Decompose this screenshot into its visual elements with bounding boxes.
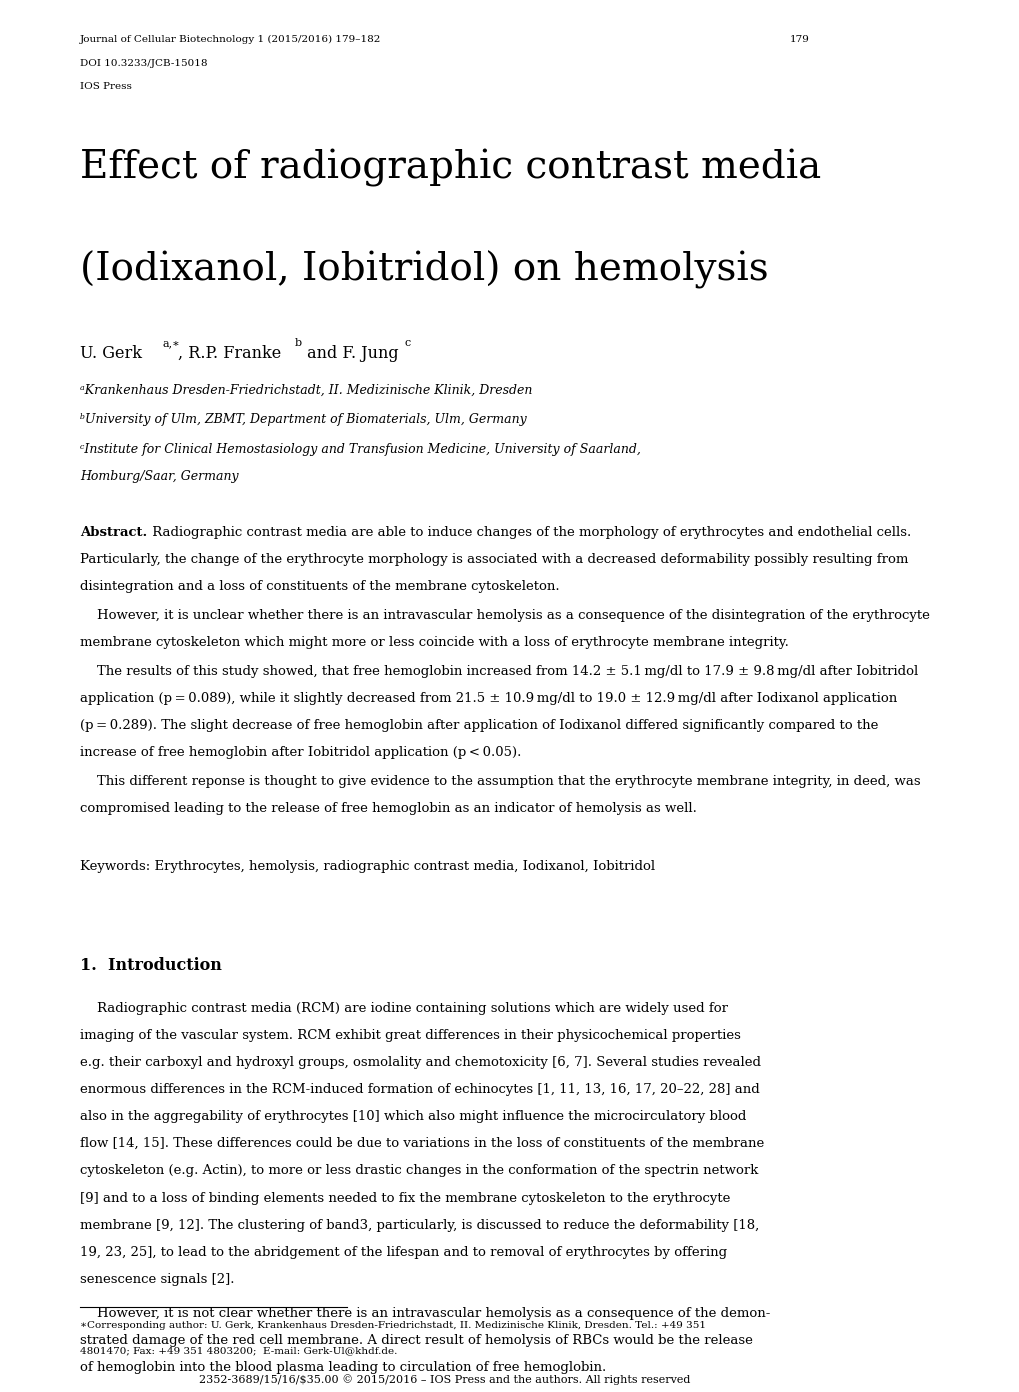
Text: cytoskeleton (e.g. Actin), to more or less drastic changes in the conformation o: cytoskeleton (e.g. Actin), to more or le…: [79, 1164, 758, 1178]
Text: Effect of radiographic contrast media: Effect of radiographic contrast media: [79, 149, 820, 187]
Text: of hemoglobin into the blood plasma leading to circulation of free hemoglobin.: of hemoglobin into the blood plasma lead…: [79, 1361, 605, 1374]
Text: (p = 0.289). The slight decrease of free hemoglobin after application of Iodixan: (p = 0.289). The slight decrease of free…: [79, 718, 877, 732]
Text: membrane [9, 12]. The clustering of band3, particularly, is discussed to reduce : membrane [9, 12]. The clustering of band…: [79, 1219, 758, 1232]
Text: disintegration and a loss of constituents of the membrane cytoskeleton.: disintegration and a loss of constituent…: [79, 580, 559, 593]
Text: However, it is not clear whether there is an intravascular hemolysis as a conseq: However, it is not clear whether there i…: [79, 1307, 769, 1320]
Text: and F. Jung: and F. Jung: [302, 345, 398, 362]
Text: compromised leading to the release of free hemoglobin as an indicator of hemolys: compromised leading to the release of fr…: [79, 802, 696, 814]
Text: b: b: [294, 338, 302, 348]
Text: flow [14, 15]. These differences could be due to variations in the loss of const: flow [14, 15]. These differences could b…: [79, 1137, 763, 1150]
Text: ᶜInstitute for Clinical Hemostasiology and Transfusion Medicine, University of S: ᶜInstitute for Clinical Hemostasiology a…: [79, 443, 640, 455]
Text: enormous differences in the RCM-induced formation of echinocytes [1, 11, 13, 16,: enormous differences in the RCM-induced …: [79, 1083, 759, 1096]
Text: Radiographic contrast media (RCM) are iodine containing solutions which are wide: Radiographic contrast media (RCM) are io…: [79, 1002, 728, 1015]
Text: (Iodixanol, Iobitridol) on hemolysis: (Iodixanol, Iobitridol) on hemolysis: [79, 251, 768, 290]
Text: 1.  Introduction: 1. Introduction: [79, 958, 222, 974]
Text: senescence signals [2].: senescence signals [2].: [79, 1272, 234, 1286]
Text: 4801470; Fax: +49 351 4803200;  E-mail: Gerk-Ul@khdf.de.: 4801470; Fax: +49 351 4803200; E-mail: G…: [79, 1347, 397, 1356]
Text: [9] and to a loss of binding elements needed to fix the membrane cytoskeleton to: [9] and to a loss of binding elements ne…: [79, 1192, 730, 1204]
Text: strated damage of the red cell membrane. A direct result of hemolysis of RBCs wo: strated damage of the red cell membrane.…: [79, 1334, 752, 1347]
Text: also in the aggregability of erythrocytes [10] which also might influence the mi: also in the aggregability of erythrocyte…: [79, 1111, 746, 1123]
Text: application (p = 0.089), while it slightly decreased from 21.5 ± 10.9 mg/dl to 1: application (p = 0.089), while it slight…: [79, 692, 897, 704]
Text: e.g. their carboxyl and hydroxyl groups, osmolality and chemotoxicity [6, 7]. Se: e.g. their carboxyl and hydroxyl groups,…: [79, 1057, 760, 1069]
Text: 179: 179: [789, 35, 809, 43]
Text: Abstract.: Abstract.: [79, 526, 147, 539]
Text: , R.P. Franke: , R.P. Franke: [177, 345, 281, 362]
Text: imaging of the vascular system. RCM exhibit great differences in their physicoch: imaging of the vascular system. RCM exhi…: [79, 1029, 740, 1041]
Text: 2352-3689/15/16/$35.00 © 2015/2016 – IOS Press and the authors. All rights reser: 2352-3689/15/16/$35.00 © 2015/2016 – IOS…: [199, 1374, 690, 1385]
Text: This different reponse is thought to give evidence to the assumption that the er: This different reponse is thought to giv…: [79, 774, 920, 788]
Text: However, it is unclear whether there is an intravascular hemolysis as a conseque: However, it is unclear whether there is …: [79, 610, 929, 622]
Text: DOI 10.3233/JCB-15018: DOI 10.3233/JCB-15018: [79, 60, 207, 68]
Text: a,∗: a,∗: [163, 338, 180, 348]
Text: increase of free hemoglobin after Iobitridol application (p < 0.05).: increase of free hemoglobin after Iobitr…: [79, 746, 521, 759]
Text: ∗Corresponding author: U. Gerk, Krankenhaus Dresden-Friedrichstadt, II. Medizini: ∗Corresponding author: U. Gerk, Krankenh…: [79, 1321, 705, 1329]
Text: c: c: [405, 338, 411, 348]
Text: ᵇUniversity of Ulm, ZBMT, Department of Biomaterials, Ulm, Germany: ᵇUniversity of Ulm, ZBMT, Department of …: [79, 413, 526, 426]
Text: 19, 23, 25], to lead to the abridgement of the lifespan and to removal of erythr: 19, 23, 25], to lead to the abridgement …: [79, 1246, 727, 1258]
Text: ᵃKrankenhaus Dresden-Friedrichstadt, II. Medizinische Klinik, Dresden: ᵃKrankenhaus Dresden-Friedrichstadt, II.…: [79, 384, 532, 397]
Text: IOS Press: IOS Press: [79, 82, 131, 90]
Text: membrane cytoskeleton which might more or less coincide with a loss of erythrocy: membrane cytoskeleton which might more o…: [79, 636, 788, 649]
Text: U. Gerk: U. Gerk: [79, 345, 142, 362]
Text: Keywords: Erythrocytes, hemolysis, radiographic contrast media, Iodixanol, Iobit: Keywords: Erythrocytes, hemolysis, radio…: [79, 859, 654, 873]
Text: Journal of Cellular Biotechnology 1 (2015/2016) 179–182: Journal of Cellular Biotechnology 1 (201…: [79, 35, 381, 45]
Text: Homburg/Saar, Germany: Homburg/Saar, Germany: [79, 470, 238, 483]
Text: The results of this study showed, that free hemoglobin increased from 14.2 ± 5.1: The results of this study showed, that f…: [79, 664, 917, 678]
Text: Particularly, the change of the erythrocyte morphology is associated with a decr: Particularly, the change of the erythroc…: [79, 554, 908, 567]
Text: Radiographic contrast media are able to induce changes of the morphology of eryt: Radiographic contrast media are able to …: [148, 526, 910, 539]
